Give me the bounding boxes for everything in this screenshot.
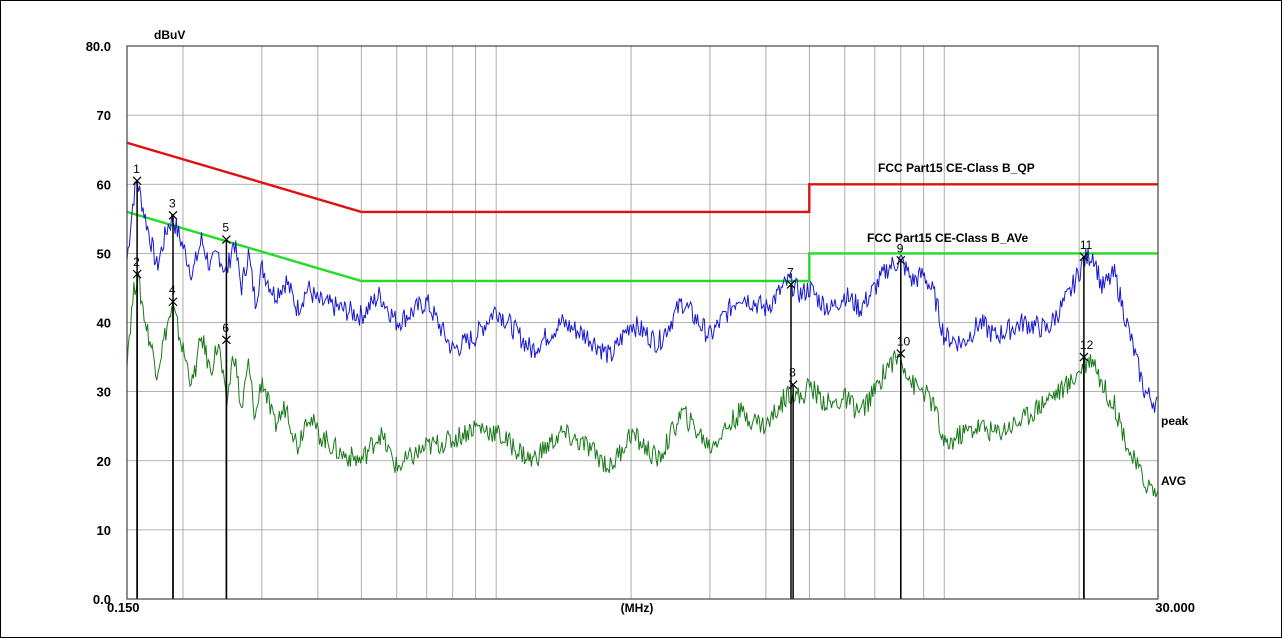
marker-x-icon [1079, 352, 1089, 362]
marker-x-icon [1079, 252, 1089, 262]
limit-lines [126, 141, 1158, 283]
marker-label: 4 [169, 283, 176, 297]
series-peak-line [126, 181, 1159, 413]
marker-x-icon [168, 297, 178, 307]
marker-label: 3 [169, 196, 176, 210]
series-label-avg: AVG [1161, 474, 1186, 488]
y-tick-label: 20 [97, 454, 111, 469]
marker-x-icon [132, 269, 142, 279]
marker-label: 11 [1080, 238, 1093, 252]
y-tick-label: 30 [97, 385, 111, 400]
marker-x-icon [896, 349, 906, 359]
y-tick-label: 60 [97, 177, 111, 192]
series-avg-line [126, 273, 1159, 498]
plot-border [126, 45, 1159, 600]
series-lines [126, 181, 1159, 498]
limit-label-ave: FCC Part15 CE-Class B_AVe [867, 231, 1029, 245]
marker-x-icon [788, 380, 798, 390]
x-tick-label-max: 30.000 [1155, 600, 1195, 615]
y-tick-label: 40 [97, 316, 111, 331]
marker-x-icon [132, 176, 142, 186]
marker-label: 9 [897, 241, 904, 255]
marker-label: 5 [222, 221, 229, 235]
marker-x-icon [221, 235, 231, 244]
limit-label-qp: FCC Part15 CE-Class B_QP [878, 161, 1035, 175]
series-label-peak: peak [1161, 414, 1189, 428]
y-axis-title: dBuV [154, 28, 185, 42]
marker-x-icon [896, 255, 906, 265]
y-tick-label: 0.0 [93, 592, 111, 607]
marker-label: 12 [1080, 338, 1094, 352]
y-tick-label: 50 [97, 246, 111, 261]
marker-label: 1 [133, 162, 140, 176]
grid [127, 46, 1158, 599]
marker-label: 7 [787, 265, 794, 279]
marker-label: 10 [897, 335, 911, 349]
y-tick-label: 70 [97, 108, 111, 123]
marker-label: 8 [789, 366, 796, 380]
limit-line-qp [126, 141, 1158, 214]
marker-x-icon [786, 280, 796, 289]
y-tick-label: 10 [97, 523, 111, 538]
marker-x-icon [221, 335, 231, 345]
x-axis-title: (MHz) [621, 601, 654, 615]
y-tick-label: 80.0 [86, 39, 111, 54]
marker-label: 6 [222, 321, 229, 335]
y-tick-labels: 0.0 10 20 30 40 50 60 70 80.0 [86, 39, 111, 607]
marker-label: 2 [133, 255, 140, 269]
marker-x-icon [168, 210, 178, 220]
limit-line-ave [126, 210, 1158, 283]
x-tick-label-min: 0.150 [107, 600, 140, 615]
